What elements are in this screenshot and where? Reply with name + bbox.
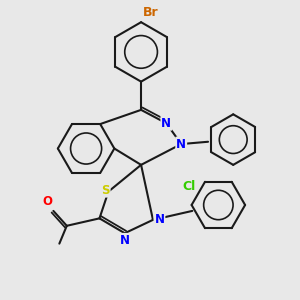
Text: N: N	[176, 138, 186, 151]
Text: Cl: Cl	[182, 180, 196, 193]
Text: N: N	[154, 213, 164, 226]
Text: N: N	[120, 234, 130, 247]
Text: Br: Br	[142, 6, 158, 19]
Text: S: S	[101, 184, 110, 196]
Text: O: O	[42, 195, 52, 208]
Text: N: N	[161, 117, 171, 130]
